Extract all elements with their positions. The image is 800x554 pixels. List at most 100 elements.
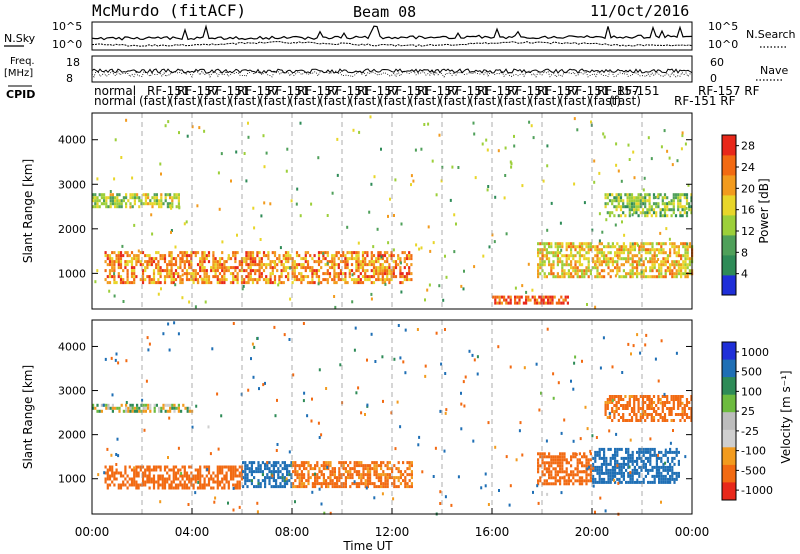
echo-cell <box>236 480 239 484</box>
echo-cell <box>608 395 612 398</box>
power-plot-frame <box>91 112 693 310</box>
echo-cell <box>160 205 163 209</box>
echo-cell <box>352 128 355 132</box>
echo-cell <box>583 272 586 276</box>
echo-cell <box>276 443 279 446</box>
echo-cell <box>681 134 684 138</box>
echo-cell <box>125 193 128 197</box>
echo-cell <box>616 269 619 273</box>
echo-cell <box>317 251 321 255</box>
echo-cell <box>605 263 608 267</box>
echo-cell <box>155 281 158 285</box>
echo-cell <box>314 467 317 471</box>
echo-cell <box>117 251 120 255</box>
echo-cell <box>183 263 186 267</box>
echo-cell <box>234 486 237 490</box>
echo-cell <box>664 468 667 472</box>
echo-cell <box>262 278 266 282</box>
echo-cell <box>587 269 590 273</box>
echo-cell <box>280 260 283 264</box>
echo-cell <box>96 199 99 203</box>
echo-cell <box>168 468 171 472</box>
echo-cell <box>668 410 671 413</box>
echo-cell <box>157 269 160 273</box>
echo-cell <box>647 248 650 252</box>
echo-cell <box>540 391 542 395</box>
x-tick-label: 00:00 <box>675 525 710 539</box>
echo-cell <box>246 464 249 468</box>
echo-cell <box>194 305 197 309</box>
echo-cell <box>168 269 171 273</box>
echo-cell <box>115 254 118 258</box>
echo-cell <box>124 477 127 481</box>
echo-cell <box>498 295 501 299</box>
echo-cell <box>275 482 278 486</box>
echo-cell <box>136 409 139 413</box>
echo-cell <box>236 474 239 478</box>
echo-cell <box>290 199 293 203</box>
echo-cell <box>359 263 362 267</box>
echo-cell <box>250 357 252 361</box>
echo-cell <box>338 479 341 483</box>
echo-cell <box>388 476 391 480</box>
echo-cell <box>531 288 534 292</box>
echo-cell <box>390 254 393 258</box>
echo-cell <box>212 477 215 481</box>
echo-cell <box>254 257 257 261</box>
echo-cell <box>488 245 491 249</box>
echo-cell <box>384 482 387 486</box>
echo-cell <box>271 251 274 255</box>
echo-cell <box>655 211 658 215</box>
echo-cell <box>382 485 385 489</box>
echo-cell <box>141 251 145 255</box>
echo-cell <box>638 471 641 475</box>
echo-cell <box>644 447 647 451</box>
echo-cell <box>262 134 265 138</box>
echo-cell <box>644 456 647 460</box>
echo-cell <box>609 275 612 279</box>
echo-cell <box>111 474 114 478</box>
echo-cell <box>338 476 341 480</box>
echo-cell <box>657 379 660 383</box>
echo-cell <box>342 254 345 258</box>
echo-cell <box>115 260 118 264</box>
echo-cell <box>152 477 156 481</box>
echo-cell <box>169 193 172 197</box>
echo-cell <box>259 470 262 474</box>
echo-cell <box>633 459 636 463</box>
cpid-fragment: (fast) <box>609 94 641 108</box>
echo-cell <box>163 486 167 490</box>
echo-cell <box>559 245 562 249</box>
echo-cell <box>668 407 671 410</box>
echo-cell <box>287 257 290 261</box>
echo-cell <box>138 205 141 209</box>
colorbar-swatch <box>722 447 736 466</box>
echo-cell <box>194 272 197 276</box>
echo-cell <box>240 263 244 267</box>
echo-cell <box>675 477 678 481</box>
echo-cell <box>386 272 389 276</box>
echo-cell <box>155 257 158 261</box>
echo-cell <box>650 205 653 209</box>
echo-cell <box>393 482 396 486</box>
echo-cell <box>221 465 224 469</box>
echo-cell <box>598 263 601 267</box>
echo-cell <box>201 263 204 267</box>
echo-cell <box>611 407 614 410</box>
echo-cell <box>602 336 605 340</box>
echo-cell <box>174 483 178 487</box>
echo-cell <box>562 301 565 305</box>
echo-cell <box>463 269 465 273</box>
echo-cell <box>392 254 395 258</box>
echo-cell <box>383 260 387 264</box>
echo-cell <box>622 456 625 460</box>
echo-cell <box>227 269 230 273</box>
echo-cell <box>565 482 568 486</box>
echo-cell <box>373 175 376 179</box>
echo-cell <box>130 275 134 279</box>
echo-cell <box>552 263 555 267</box>
echo-cell <box>325 485 328 489</box>
echo-cell <box>688 401 691 404</box>
echo-cell <box>383 251 387 255</box>
echo-cell <box>629 480 632 484</box>
